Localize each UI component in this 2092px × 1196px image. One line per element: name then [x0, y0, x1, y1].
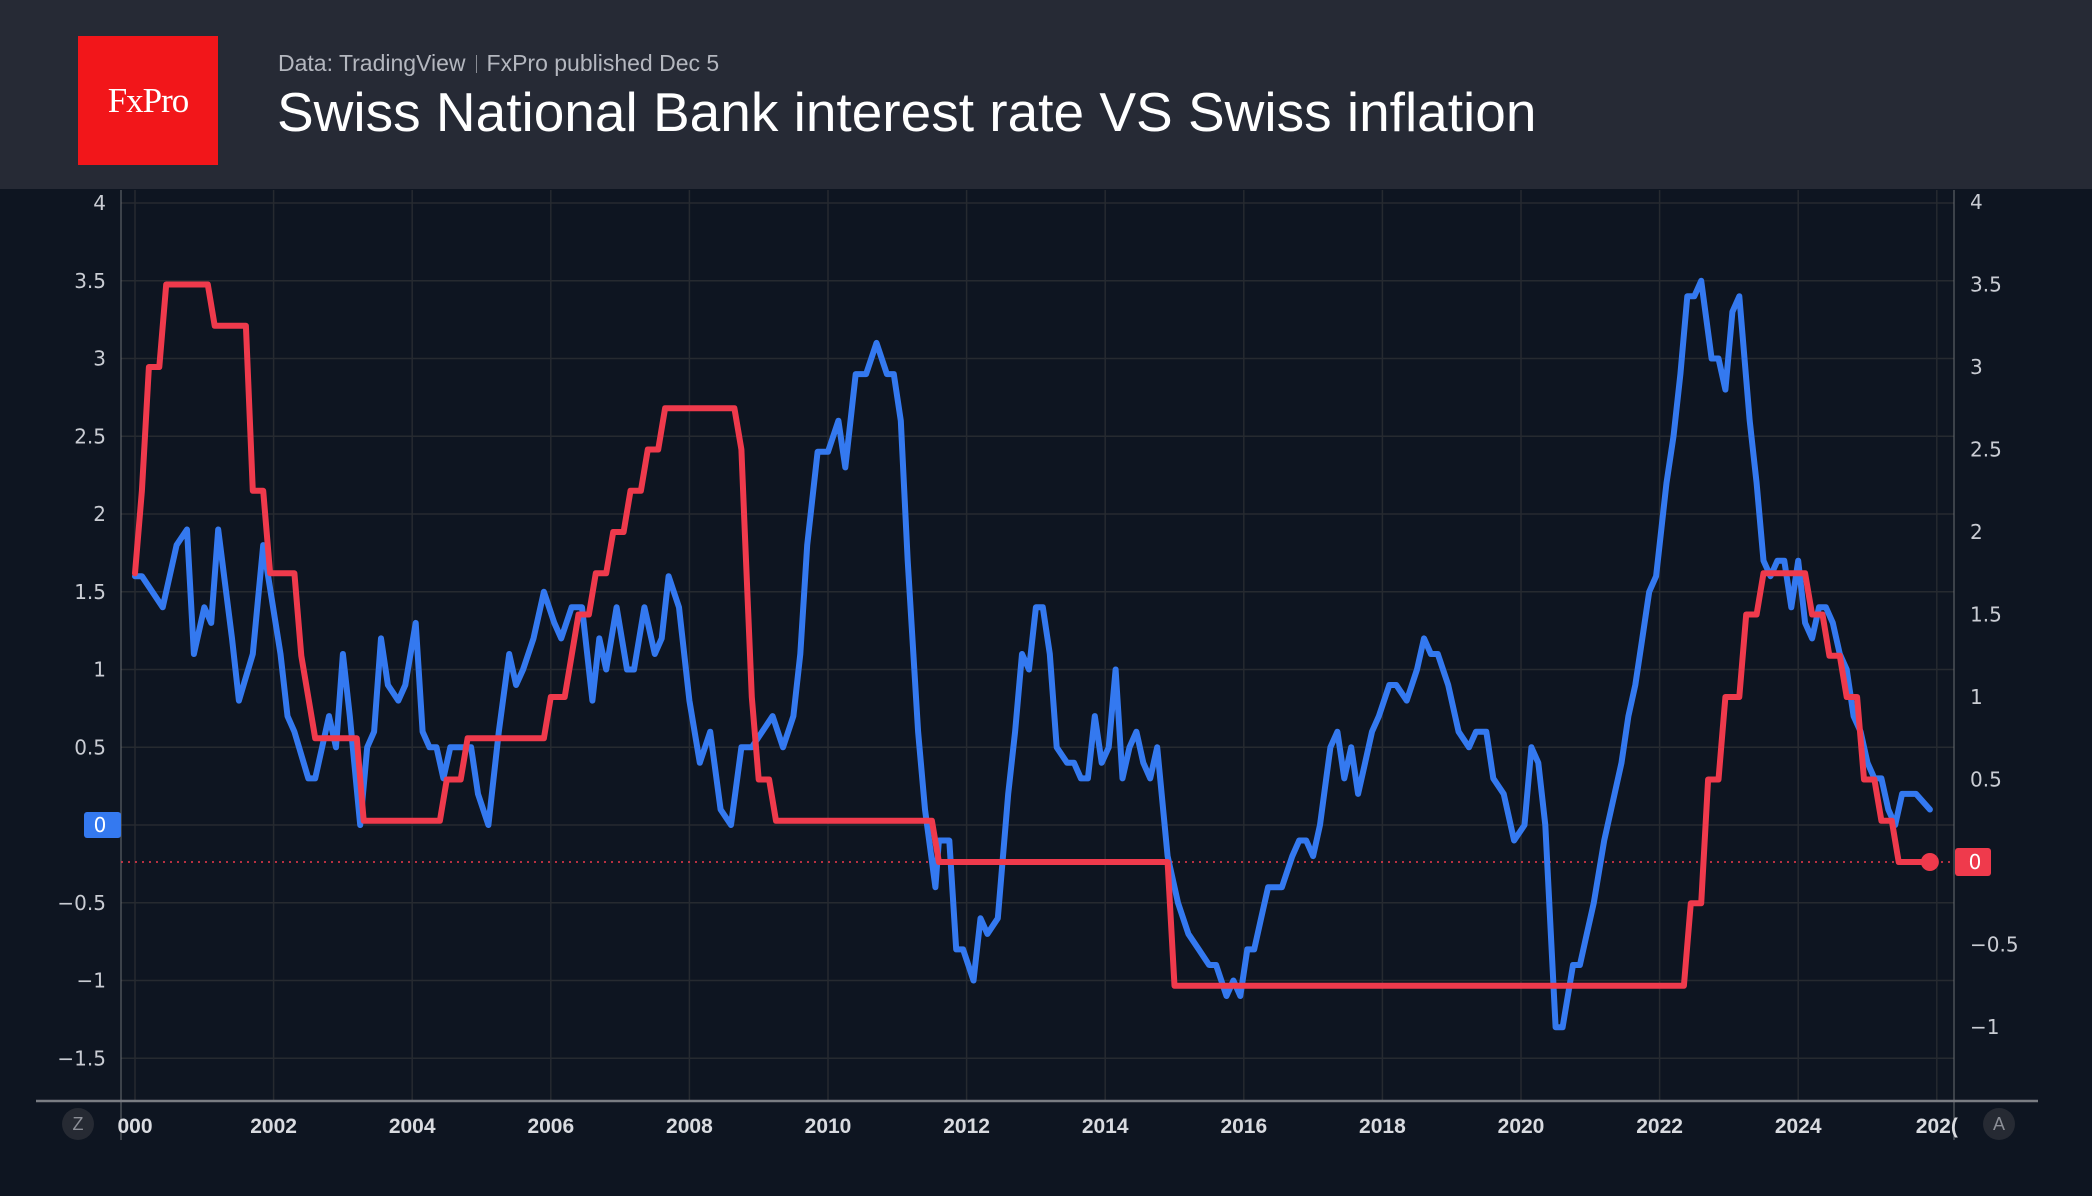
x-tick-label: 2010: [805, 1115, 852, 1138]
left-tick-label: 4: [93, 191, 106, 215]
right-tick-label: 3: [1970, 355, 1983, 379]
right-tick-label: 0.5: [1970, 768, 2002, 792]
left-tick-label: 0.5: [74, 735, 106, 759]
x-tick-label: 2016: [1220, 1115, 1267, 1138]
rate-badge-text: 0: [1969, 850, 1982, 874]
x-tick-label: 2006: [527, 1115, 574, 1138]
left-tick-label: −0.5: [57, 891, 106, 915]
right-tick-label: 1: [1970, 685, 1983, 709]
inflation-badge-text: 0: [94, 813, 107, 837]
plot-area: [121, 190, 1954, 1101]
gridlines: [121, 190, 1954, 1101]
x-tick-label: 2020: [1498, 1115, 1545, 1138]
fxpro-logo: FxPro: [78, 36, 218, 165]
axes: [36, 190, 2038, 1140]
rate-last-point-marker: [1920, 853, 1939, 871]
right-tick-label: 1.5: [1970, 603, 2002, 627]
subtitle: Data: TradingView FxPro published Dec 5: [278, 50, 719, 77]
inflation-value-badge: [84, 812, 121, 838]
left-tick-label: 3.5: [74, 269, 106, 293]
rate-value-badge: [1955, 848, 1991, 876]
x-tick-label: 2018: [1359, 1115, 1406, 1138]
x-tick-label: 2002: [250, 1115, 297, 1138]
left-tick-label: 1: [93, 658, 106, 682]
right-tick-label: −1: [1970, 1015, 1999, 1039]
x-tick-label: 2004: [389, 1115, 436, 1138]
series-lines: [121, 277, 1954, 1031]
x-tick-label: 2022: [1636, 1115, 1683, 1138]
separator: [475, 55, 477, 73]
right-tick-label: 2.5: [1970, 438, 2002, 462]
left-tick-label: 2.5: [74, 424, 106, 448]
logo-text: FxPro: [107, 80, 190, 120]
x-tick-label: 000: [117, 1115, 152, 1138]
interest-rate-line: [132, 281, 1933, 989]
x-tick-label: 202(: [1916, 1115, 1958, 1138]
chart-title: Swiss National Bank interest rate VS Swi…: [277, 81, 1537, 143]
right-tick-label: 4: [1970, 190, 1983, 214]
right-tick-label: −0.5: [1970, 933, 2019, 957]
right-tick-label: 2: [1970, 520, 1983, 544]
header: FxPro Data: TradingView FxPro published D…: [0, 0, 2092, 189]
tick-labels: 000 2002 2004 2006 2008 2010 2012 2014 2016 2018 2…: [57, 190, 2018, 1138]
x-tick-label: 2014: [1082, 1115, 1129, 1138]
right-tick-label: 3.5: [1970, 273, 2002, 297]
data-source: Data: TradingView: [278, 50, 466, 76]
left-tick-label: 1.5: [74, 580, 106, 604]
publisher: FxPro published Dec 5: [486, 50, 720, 76]
left-tick-label: −1: [77, 969, 106, 993]
left-tick-label: 3: [93, 347, 106, 371]
x-tick-label: 2008: [666, 1115, 713, 1138]
x-tick-label: 2024: [1775, 1115, 1822, 1138]
zoom-reset-button[interactable]: Z: [62, 1108, 94, 1140]
auto-scale-button[interactable]: A: [1983, 1108, 2015, 1140]
left-tick-label: 2: [93, 502, 106, 526]
left-tick-label: −1.5: [57, 1046, 106, 1070]
x-tick-label: 2012: [943, 1115, 990, 1138]
